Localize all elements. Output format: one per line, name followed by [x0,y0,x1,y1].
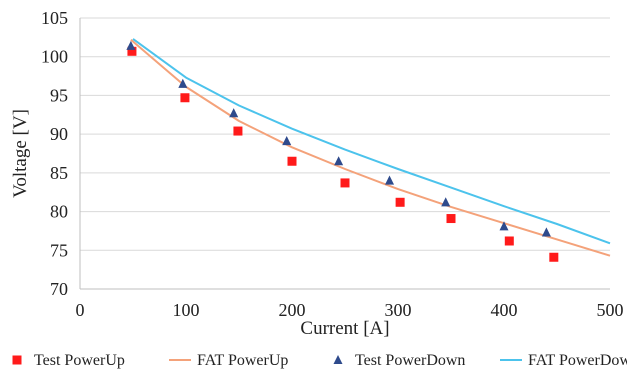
y-tick-label: 80 [50,202,68,222]
legend: Test PowerUp FAT PowerUp Test PowerDown FAT… [12,352,627,369]
legend-swatch-test-powerup [12,355,22,365]
test-powerdown-point [229,108,239,118]
test-powerdown-point [334,156,344,166]
legend-label-test-powerup: Test PowerUp [34,352,125,369]
test-powerup-point [287,156,297,166]
test-powerup-point [446,214,456,224]
test-powerdown-point [541,227,551,237]
grid-lines [80,17,610,290]
x-axis-title: Current [A] [300,318,389,339]
y-tick-label: 105 [41,8,68,28]
x-tick-label: 400 [491,300,518,320]
series-layer [126,38,611,262]
y-tick-label: 100 [41,47,68,67]
test-powerdown-point [178,78,188,88]
test-powerup-point [180,93,190,103]
y-tick-label: 95 [50,85,68,105]
axes [79,18,610,290]
fat-powerup-line [130,38,611,257]
test-powerdown-point [385,175,395,185]
y-tick-label: 85 [50,163,68,183]
test-powerdown-point [441,197,451,207]
legend-swatch-test-powerdown [333,354,343,365]
test-powerup-point [127,46,137,56]
x-tick-label: 500 [597,300,624,320]
test-powerup-point [549,252,559,262]
x-tick-label: 100 [173,300,200,320]
legend-label-test-powerdown: Test PowerDown [355,352,465,369]
x-tick-label: 0 [76,300,85,320]
x-tick-label: 300 [385,300,412,320]
test-powerup-point [233,126,243,136]
legend-label-fat-powerdown: FAT PowerDown [528,352,627,369]
fat-powerdown-line [132,38,611,245]
test-powerup-point [504,236,514,246]
legend-label-fat-powerup: FAT PowerUp [197,352,288,369]
tick-labels: 70 75 80 85 90 95 100 105 0 100 200 300 400 500 [41,8,624,320]
y-tick-label: 90 [50,124,68,144]
y-axis-title: Voltage [V] [10,109,31,198]
test-powerup-point [395,197,405,207]
test-powerdown-point [126,40,136,50]
y-tick-label: 75 [50,240,68,260]
test-powerup-point [340,178,350,188]
test-powerdown-point [282,136,292,146]
y-tick-label: 70 [50,279,68,299]
test-powerdown-point [499,221,509,231]
x-tick-label: 200 [279,300,306,320]
